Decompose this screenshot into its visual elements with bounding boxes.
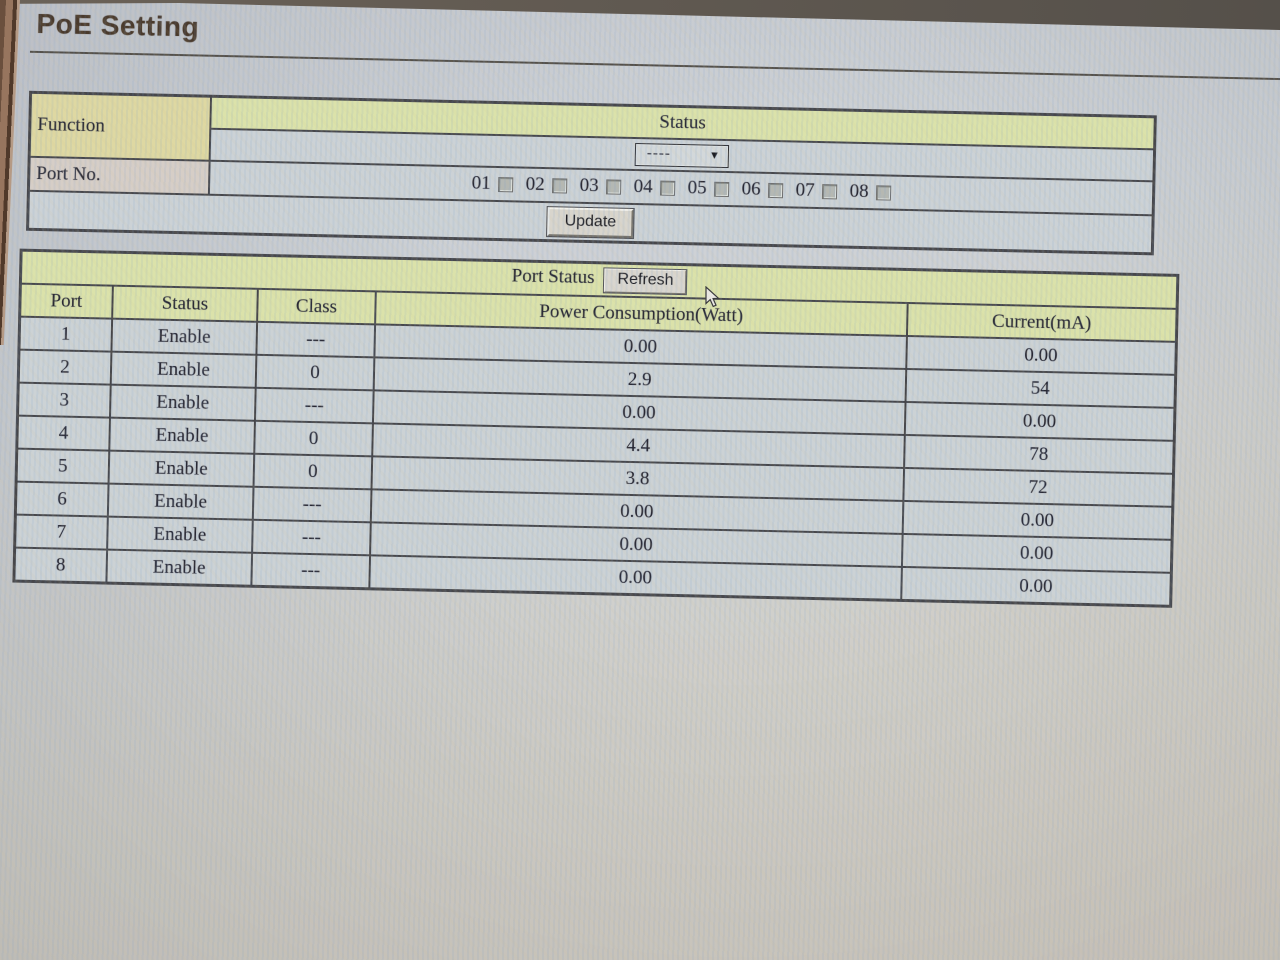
port-05-label: 05 [687, 177, 707, 199]
port-07-checkbox[interactable] [821, 183, 837, 199]
cell-port: 7 [15, 514, 108, 550]
port-03-label: 03 [579, 174, 599, 197]
cell-class: --- [253, 486, 372, 523]
cell-class: --- [252, 519, 371, 556]
cell-class: 0 [255, 354, 375, 391]
port-02-label: 02 [525, 173, 545, 196]
cell-status: Enable [108, 450, 255, 487]
port-03-checkbox[interactable] [605, 178, 621, 195]
chevron-down-icon: ▼ [708, 149, 721, 162]
col-header-class: Class [257, 288, 376, 325]
update-button[interactable]: Update [547, 206, 634, 238]
cell-port: 8 [14, 547, 107, 583]
status-dropdown-value: ---- [646, 144, 672, 162]
cell-port: 1 [19, 316, 112, 352]
cell-port: 6 [15, 481, 109, 517]
function-port-table: Function Status ---- ▼ Port No. 01 02 03… [26, 90, 1157, 256]
port-08-label: 08 [849, 180, 869, 203]
port-06-label: 06 [741, 178, 761, 200]
cell-current: 0.00 [901, 566, 1171, 606]
status-dropdown[interactable]: ---- ▼ [634, 142, 730, 168]
port-08-checkbox[interactable] [875, 184, 891, 201]
cell-status: Enable [111, 318, 258, 355]
cell-status: Enable [110, 351, 257, 388]
cell-port: 5 [16, 448, 109, 484]
col-header-port: Port [20, 283, 113, 319]
port-status-title: Port Status [511, 265, 595, 289]
port-no-label: Port No. [28, 156, 210, 195]
cell-status: Enable [108, 417, 256, 454]
port-05-checkbox[interactable] [713, 181, 729, 197]
refresh-button[interactable]: Refresh [604, 268, 687, 294]
port-01-checkbox[interactable] [497, 176, 513, 192]
cell-class: --- [255, 387, 374, 424]
port-02-checkbox[interactable] [551, 177, 567, 194]
cell-port: 4 [17, 415, 110, 451]
port-07-label: 07 [795, 179, 815, 201]
cell-status: Enable [106, 516, 254, 553]
port-04-label: 04 [633, 175, 653, 198]
port-01-label: 01 [471, 172, 491, 194]
cell-class: 0 [254, 420, 373, 457]
col-header-status: Status [111, 285, 259, 322]
port-06-checkbox[interactable] [767, 182, 783, 198]
port-status-table: Port Status Refresh Port Status Class Pow… [12, 248, 1180, 608]
cell-class: 0 [253, 453, 373, 490]
cell-port: 2 [18, 349, 112, 385]
cell-status: Enable [107, 483, 254, 520]
cell-port: 3 [18, 382, 111, 418]
port-04-checkbox[interactable] [659, 180, 675, 196]
mouse-cursor-icon [705, 286, 720, 308]
cell-status: Enable [106, 549, 253, 586]
cell-class: --- [251, 552, 370, 589]
function-label: Function [29, 92, 212, 161]
cell-class: --- [256, 321, 375, 358]
cell-status: Enable [109, 384, 256, 421]
